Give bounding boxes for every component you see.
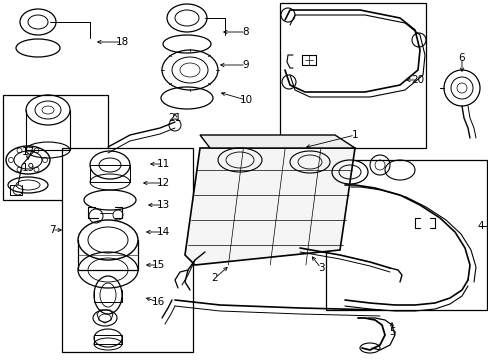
Text: 10: 10 <box>239 95 252 105</box>
Text: 3: 3 <box>317 263 324 273</box>
Polygon shape <box>200 135 354 148</box>
Text: 17: 17 <box>21 147 35 157</box>
Text: 4: 4 <box>477 221 483 231</box>
Text: 12: 12 <box>156 178 169 188</box>
Text: 2: 2 <box>211 273 218 283</box>
Text: 9: 9 <box>242 60 249 70</box>
Bar <box>3 95 108 200</box>
Text: 20: 20 <box>410 75 424 85</box>
Text: 13: 13 <box>156 200 169 210</box>
Text: 16: 16 <box>151 297 164 307</box>
Text: 1: 1 <box>351 130 358 140</box>
Text: 19: 19 <box>21 163 35 173</box>
Text: 15: 15 <box>151 260 164 270</box>
Bar <box>325 160 486 310</box>
Text: 5: 5 <box>388 327 394 337</box>
Text: - 4: - 4 <box>480 221 488 231</box>
Text: 8: 8 <box>242 27 249 37</box>
Text: 18: 18 <box>115 37 128 47</box>
Text: 11: 11 <box>156 159 169 169</box>
Polygon shape <box>184 148 354 265</box>
Text: 14: 14 <box>156 227 169 237</box>
Bar <box>280 3 425 148</box>
Text: 7: 7 <box>49 225 55 235</box>
Text: 6: 6 <box>458 53 465 63</box>
Text: 21: 21 <box>168 113 181 123</box>
Bar <box>62 148 193 352</box>
